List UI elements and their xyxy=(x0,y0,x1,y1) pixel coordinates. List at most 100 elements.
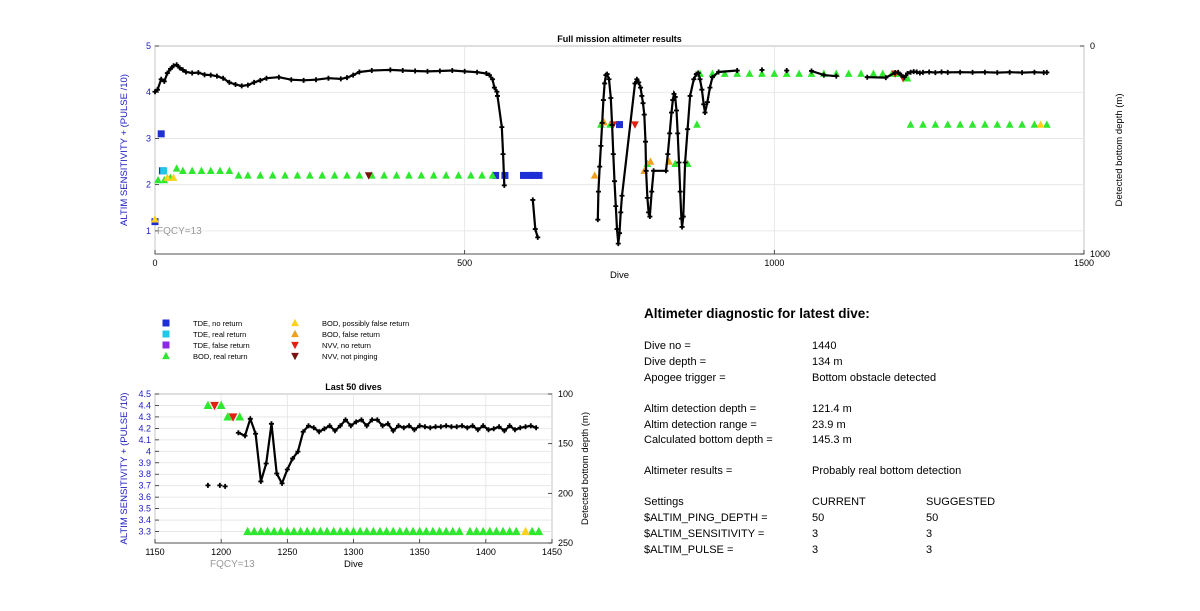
marker-bod-real-return xyxy=(349,526,358,536)
depth-point xyxy=(618,209,624,215)
depth-point xyxy=(682,159,688,165)
depth-point xyxy=(926,69,932,75)
depth-point xyxy=(898,72,904,78)
depth-point xyxy=(649,189,655,195)
depth-point xyxy=(189,70,195,76)
marker-bod-real-return xyxy=(154,175,162,184)
marker-bod-real-return xyxy=(243,526,253,536)
legend-label: BOD, false return xyxy=(322,330,380,339)
marker-bod-real-return xyxy=(878,69,887,77)
depth-point xyxy=(485,427,491,433)
depth-point xyxy=(454,424,460,430)
depth-point xyxy=(994,70,1000,76)
marker-tde-no-return xyxy=(526,171,534,179)
diag-value-suggested: 3 xyxy=(926,528,933,540)
depth-point xyxy=(784,68,790,74)
depth-point xyxy=(759,67,765,73)
depth-point xyxy=(646,209,652,215)
depth-point xyxy=(486,72,492,78)
depth-point xyxy=(387,67,393,73)
depth-point xyxy=(284,466,290,472)
x-tick-label: 1150 xyxy=(145,547,164,557)
depth-point xyxy=(474,69,480,75)
marker-bod-real-return xyxy=(534,526,544,536)
depth-point xyxy=(258,478,264,484)
marker-bod-false-return xyxy=(590,171,599,179)
marker-bod-real-return xyxy=(362,526,372,536)
y-tick-label: 4.4 xyxy=(138,400,151,410)
diag-value: 3 xyxy=(812,544,819,556)
marker-bod-real-return xyxy=(435,526,444,536)
depth-point xyxy=(214,73,220,79)
depth-point xyxy=(679,224,685,230)
marker-bod-real-return xyxy=(770,69,779,77)
depth-point xyxy=(676,159,682,165)
marker-nvv-no-return xyxy=(631,121,639,129)
diag-value: 1440 xyxy=(812,340,837,352)
y-tick-label: 3.6 xyxy=(138,492,151,502)
diag-value: CURRENT xyxy=(812,496,866,508)
marker-bod-real-return xyxy=(1042,120,1051,128)
x-tick-label: 1500 xyxy=(1074,258,1094,268)
depth-point xyxy=(734,68,740,74)
y-tick-label: 3.8 xyxy=(138,469,151,479)
depth-point xyxy=(833,73,839,79)
marker-bod-real-return xyxy=(289,526,299,536)
marker-bod-real-return xyxy=(276,526,286,536)
diag-label: Dive depth = xyxy=(644,356,707,368)
depth-point xyxy=(422,424,428,430)
depth-point xyxy=(491,85,497,91)
depth-point xyxy=(639,93,645,99)
depth-point xyxy=(301,77,307,83)
marker-bod-real-return xyxy=(733,69,742,77)
marker-bod-real-return xyxy=(745,69,754,77)
marker-bod-real-return xyxy=(441,526,451,536)
depth-point xyxy=(501,182,507,188)
depth-point xyxy=(680,214,686,220)
depth-point xyxy=(350,72,356,78)
depth-point xyxy=(321,426,327,432)
marker-bod-real-return xyxy=(318,171,327,179)
marker-bod-real-return xyxy=(268,171,277,179)
marker-tde-no-return xyxy=(520,171,528,179)
depth-point xyxy=(202,72,208,78)
marker-bod-real-return xyxy=(511,526,521,536)
depth-point xyxy=(499,124,505,130)
depth-point xyxy=(353,419,359,425)
depth-point xyxy=(675,130,681,136)
marker-bod-real-return xyxy=(415,526,425,536)
marker-bod-real-return xyxy=(335,526,345,536)
depth-point xyxy=(1031,69,1037,75)
marker-bod-real-return xyxy=(956,120,964,128)
marker-nvv-no-return xyxy=(210,401,219,411)
x-axis-label: Dive xyxy=(610,270,629,281)
depth-point xyxy=(532,226,538,232)
diag-row-altim-detection-range: Altim detection range = 23.9 m xyxy=(644,419,1164,433)
marker-bod-real-return xyxy=(472,526,481,536)
x-tick-label: 1200 xyxy=(211,547,231,557)
depth-point xyxy=(695,70,701,76)
x-tick-label: 1300 xyxy=(343,547,363,557)
depth-point xyxy=(535,234,541,240)
marker-tde-no-return xyxy=(616,121,623,129)
depth-point xyxy=(400,68,406,74)
diag-label: $ALTIM_PULSE = xyxy=(644,544,734,556)
legend-label: TDE, real return xyxy=(193,330,246,339)
depth-point xyxy=(433,424,439,430)
depth-point xyxy=(914,69,920,75)
y-tick-label: 4 xyxy=(146,87,151,97)
legend-label: NVV, not pinging xyxy=(322,352,378,361)
legend-marker xyxy=(291,318,299,327)
marker-bod-real-return xyxy=(931,120,940,128)
depth-point xyxy=(233,81,239,87)
marker-nvv-not-pinging xyxy=(364,172,373,180)
depth-point xyxy=(530,197,536,203)
y-tick-label: 3.9 xyxy=(138,458,151,468)
diag-value-suggested: SUGGESTED xyxy=(926,496,996,508)
marker-bod-real-return xyxy=(302,526,312,536)
marker-bod-real-return xyxy=(329,526,339,536)
diag-value-suggested: 3 xyxy=(926,544,933,556)
marker-bod-real-return xyxy=(269,526,279,536)
depth-point xyxy=(325,75,331,81)
